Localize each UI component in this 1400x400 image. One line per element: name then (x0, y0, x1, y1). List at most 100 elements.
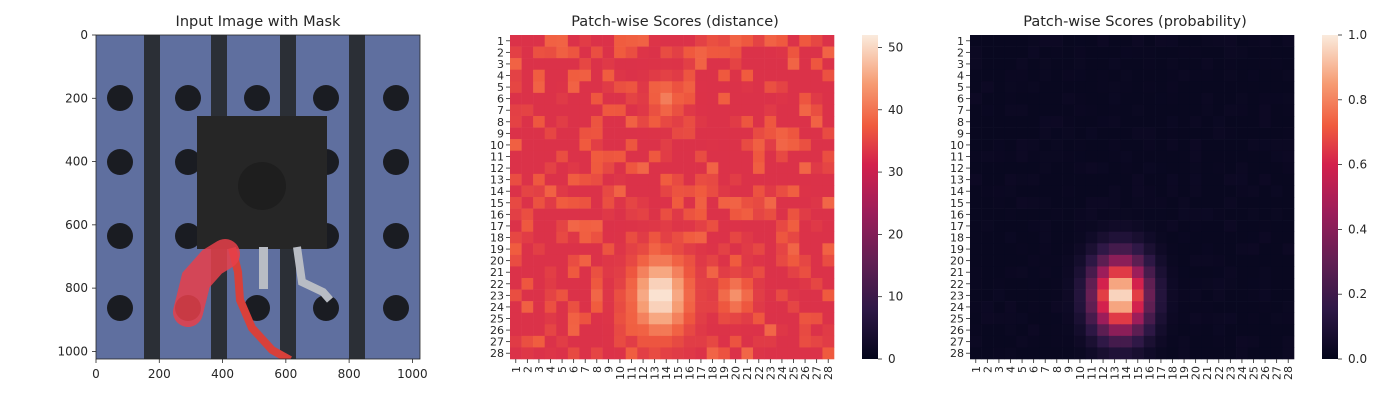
heatmap-cell (1166, 127, 1179, 140)
heatmap-cell (706, 150, 719, 163)
heatmap-cell (1178, 127, 1191, 140)
heatmap-cell (1039, 58, 1052, 71)
heatmap-cell (718, 162, 731, 175)
heatmap-cell (544, 58, 557, 71)
heatmap-cell (1236, 324, 1249, 337)
heatmap-cell (1236, 254, 1249, 267)
heatmap-cell (970, 185, 982, 198)
heatmap-cell (1236, 312, 1249, 325)
heatmap-cell (556, 104, 569, 117)
heatmap-cell (706, 335, 719, 348)
heatmap-cell (521, 266, 534, 279)
board-hole (107, 85, 133, 111)
heatmap-cell (1039, 335, 1052, 348)
heatmap-cell (1178, 92, 1191, 105)
heatmap-cell (729, 208, 742, 221)
heatmap-cell (1051, 139, 1063, 152)
heatmap-cell (521, 312, 534, 325)
heatmap-cell (1027, 220, 1040, 233)
heatmap-x-tick-label: 28 (1282, 366, 1295, 380)
heatmap-cell (1224, 58, 1237, 71)
heatmap-cell (591, 312, 603, 325)
heatmap-cell (695, 231, 708, 244)
heatmap-cell (660, 266, 673, 279)
heatmap-cell (1201, 139, 1214, 152)
heatmap-cell (567, 46, 580, 59)
heatmap-cell (1097, 266, 1110, 279)
heatmap-x-tick-label: 28 (822, 366, 835, 380)
heatmap-cell (637, 266, 650, 279)
heatmap-cell (799, 243, 812, 256)
heatmap-cell (1189, 208, 1202, 221)
heatmap-cell (993, 324, 1006, 337)
heatmap-cell (1016, 335, 1029, 348)
heatmap-cell (981, 162, 994, 175)
heatmap-cell (567, 104, 580, 117)
heatmap-cell (1108, 289, 1121, 302)
heatmap-cell (510, 254, 522, 267)
heatmap-cell (1201, 278, 1214, 290)
heatmap-x-tick-label: 13 (649, 366, 662, 380)
heatmap-cell (799, 289, 812, 302)
heatmap-cell (1004, 58, 1017, 71)
heatmap-cell (1213, 312, 1225, 325)
heatmap-cell (1074, 266, 1087, 279)
heatmap-cell (602, 92, 615, 105)
heatmap-cell (993, 58, 1006, 71)
heatmap-cell (1016, 58, 1029, 71)
heatmap-cell (822, 335, 835, 348)
heatmap-cell (1178, 116, 1191, 128)
heatmap-cell (1120, 69, 1133, 82)
heatmap-cell (1039, 185, 1052, 198)
heatmap-cell (614, 197, 627, 209)
distance-heatmap-panel: Patch-wise Scores (distance) 12345678910… (490, 14, 903, 380)
heatmap-cell (729, 231, 742, 244)
heatmap-cell (602, 185, 615, 198)
heatmap-cell (822, 35, 835, 47)
heatmap-cell (1282, 231, 1295, 244)
heatmap-cell (1224, 278, 1237, 290)
heatmap-cell (637, 312, 650, 325)
heatmap-y-tick-label: 23 (950, 289, 964, 302)
heatmap-cell (764, 81, 777, 94)
heatmap-cell (683, 231, 696, 244)
heatmap-cell (637, 69, 650, 82)
heatmap-cell (729, 289, 742, 302)
heatmap-cell (1120, 116, 1133, 128)
heatmap-x-tick-label: 3 (993, 366, 1006, 373)
heatmap-cell (1178, 243, 1191, 256)
heatmap-cell (718, 92, 731, 105)
heatmap-cell (672, 58, 684, 71)
heatmap-cell (1259, 278, 1272, 290)
heatmap-cell (1027, 127, 1040, 140)
heatmap-cell (1027, 81, 1040, 94)
heatmap-cell (1178, 104, 1191, 117)
heatmap-cell (1062, 278, 1075, 290)
heatmap-cell (1282, 92, 1295, 105)
heatmap-cell (1178, 150, 1191, 163)
heatmap-cell (764, 266, 777, 279)
heatmap-cell (981, 220, 994, 233)
heatmap-cell (602, 150, 615, 163)
heatmap-cell (1132, 347, 1144, 360)
heatmap-cell (706, 266, 719, 279)
probability-heatmap-y-axis: 1234567891011121314151617181920212223242… (950, 35, 970, 360)
heatmap-cell (533, 243, 546, 256)
heatmap-cell (1097, 301, 1110, 314)
heatmap-cell (1004, 139, 1017, 152)
heatmap-cell (1027, 347, 1040, 360)
heatmap-cell (1259, 312, 1272, 325)
heatmap-cell (660, 58, 673, 71)
heatmap-cell (1259, 254, 1272, 267)
heatmap-cell (993, 208, 1006, 221)
heatmap-cell (970, 81, 982, 94)
heatmap-cell (810, 127, 823, 140)
heatmap-cell (764, 208, 777, 221)
heatmap-cell (1039, 116, 1052, 128)
heatmap-cell (672, 243, 684, 256)
heatmap-cell (706, 289, 719, 302)
heatmap-cell (981, 92, 994, 105)
heatmap-cell (510, 150, 522, 163)
heatmap-cell (810, 312, 823, 325)
